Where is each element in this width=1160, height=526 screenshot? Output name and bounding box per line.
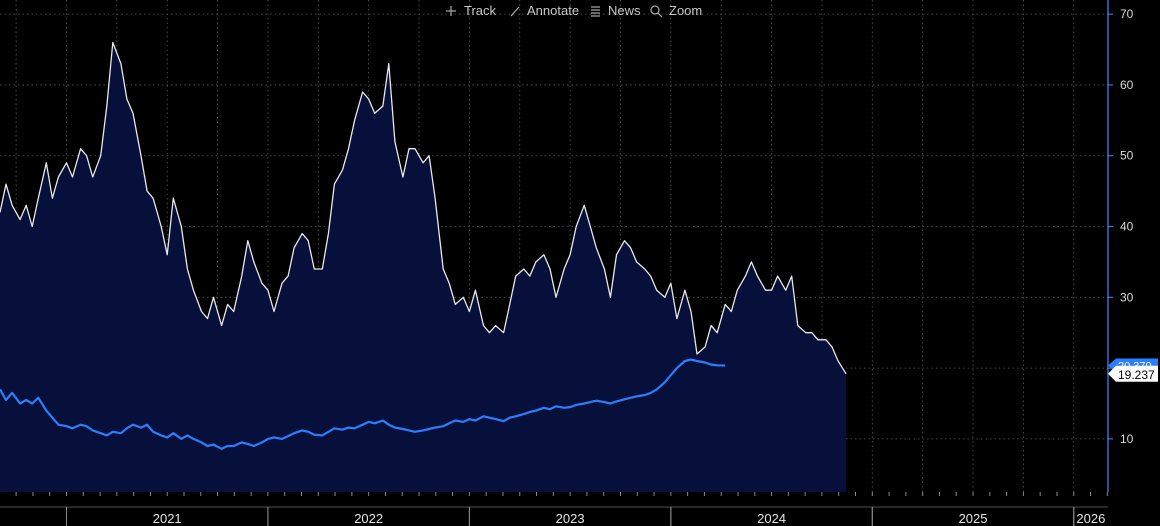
series-group [0, 41, 847, 492]
news-label: News [608, 3, 641, 18]
x-tick-label: 2022 [354, 511, 383, 526]
zoom-tool[interactable]: Zoom [650, 3, 702, 18]
y-tick-label: 50 [1120, 149, 1134, 163]
value-badge-shape [1108, 365, 1158, 382]
y-tick-label: 70 [1120, 7, 1134, 21]
annotate-tool[interactable]: Annotate [510, 3, 579, 18]
series-1-last-value: 19.237 [1108, 365, 1158, 382]
y-tick-label: 30 [1120, 290, 1134, 304]
y-tick-label: 40 [1120, 220, 1134, 234]
value-badge-text: 19.237 [1118, 368, 1155, 382]
annotate-label: Annotate [527, 3, 579, 18]
series-2-line[interactable] [0, 358, 726, 450]
y-tick-label: 10 [1120, 432, 1134, 446]
series-1-line[interactable] [0, 41, 847, 375]
x-tick-label: 2021 [153, 511, 182, 526]
crosshair-icon [446, 6, 456, 16]
pencil-icon [510, 6, 520, 17]
x-tick-label: 2026 [1076, 511, 1105, 526]
x-tick-label: 2024 [757, 511, 786, 526]
zoom-label: Zoom [669, 3, 702, 18]
x-tick-label: 2025 [959, 511, 988, 526]
track-tool[interactable]: Track [446, 3, 497, 18]
y-tick-label: 60 [1120, 78, 1134, 92]
series-1-area [0, 42, 847, 492]
track-label: Track [464, 3, 497, 18]
magnifier-icon [650, 5, 663, 18]
news-icon [591, 6, 600, 17]
x-axis-band [0, 492, 1160, 526]
x-tick-label: 2023 [556, 511, 585, 526]
news-tool[interactable]: News [591, 3, 641, 18]
value-labels: 20.37019.237 [1108, 358, 1158, 382]
toolbar: Track Annotate News [446, 3, 702, 18]
